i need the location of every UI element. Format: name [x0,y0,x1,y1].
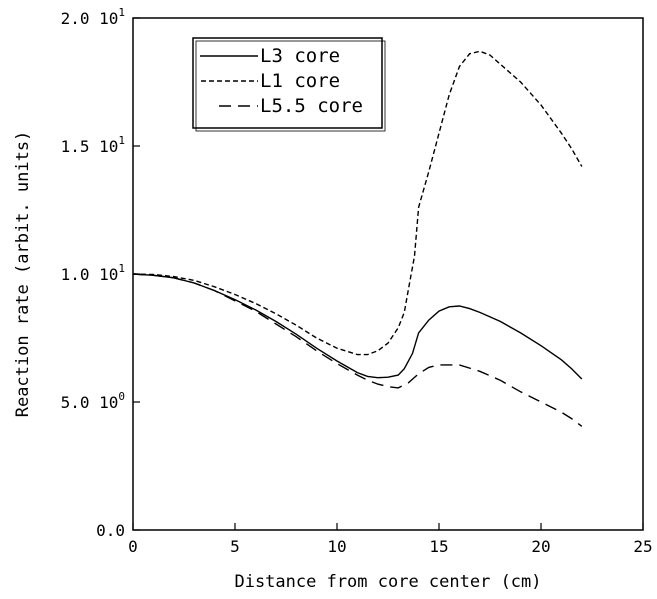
x-tick-label-2: 10 [327,537,346,556]
y-axis-title: Reaction rate (arbit. units) [13,131,33,418]
legend: L3 core L1 core L5.5 core [192,37,386,132]
series-line-1 [132,50,583,356]
y-tick-label-3: 1.5 101 [61,134,125,156]
x-tick-label-4: 20 [531,537,550,556]
x-tick-label-0: 0 [128,537,138,556]
x-tick-label-5: 25 [633,537,652,556]
legend-items: L3 core L1 core L5.5 core [200,45,363,117]
legend-shadow [195,40,386,132]
legend-label-0: L3 core [260,45,340,67]
legend-label-2: L5.5 core [260,95,363,117]
y-tick-label-0: 0.0 [96,521,125,540]
x-tick-label-1: 5 [230,537,240,556]
legend-label-1: L1 core [260,70,340,92]
series-line-2 [132,273,583,427]
x-axis-ticks: 0 5 10 15 20 25 [128,523,653,556]
x-tick-label-3: 15 [429,537,448,556]
y-tick-label-4: 2.0 101 [61,6,125,28]
y-tick-label-2: 1.0 101 [61,262,125,284]
plot-series [132,50,583,427]
y-tick-label-1: 5.0 100 [61,390,125,412]
x-axis-title: Distance from core center (cm) [234,572,541,592]
y-axis-ticks: 0.0 5.0 100 1.0 101 1.5 101 2.0 101 [61,6,140,540]
legend-box [192,37,383,129]
series-line-0 [132,273,583,380]
